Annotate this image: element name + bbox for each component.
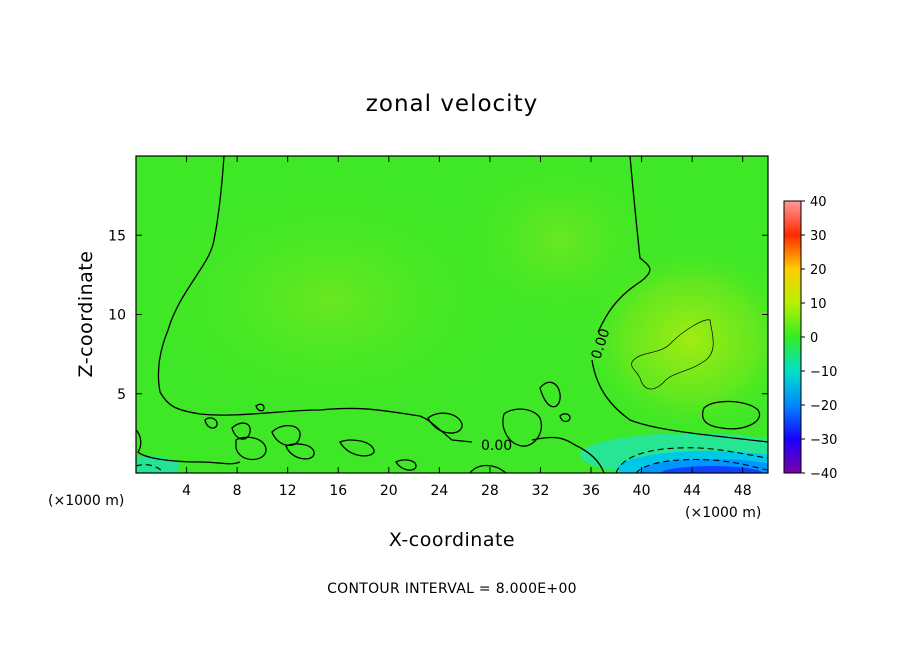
- contour-label: 0.00: [481, 438, 512, 454]
- x-tick-label: 40: [633, 483, 651, 499]
- zero-contour-right: [597, 156, 651, 333]
- y-tick-label: 5: [117, 387, 126, 403]
- small-loop: [285, 443, 315, 460]
- colorbar-tick-label: 30: [810, 229, 827, 244]
- x-tick-label: 32: [532, 483, 550, 499]
- small-loop: [395, 459, 417, 471]
- small-loop: [427, 412, 463, 434]
- colorbar: 40 30 20 10 0 −10 −20 −30 −40: [783, 195, 837, 482]
- y-axis-title: Z-coordinate: [75, 251, 97, 378]
- small-loop: [271, 425, 301, 446]
- colorbar-tick-label: 40: [810, 195, 827, 210]
- colorbar-tick-label: −20: [810, 399, 837, 414]
- zero-contour-left-edge: [136, 429, 241, 465]
- colorbar-tick-label: 0: [810, 331, 818, 346]
- x-unit-right: (×1000 m): [685, 505, 761, 521]
- negative-contour-inner: [635, 458, 768, 473]
- positive-anomaly-shading: [580, 245, 768, 435]
- colorbar-tick-label: −10: [810, 365, 837, 380]
- zero-contour-left: [157, 156, 473, 443]
- y-tick-label: 10: [108, 308, 126, 324]
- y-tick-label: 15: [108, 228, 126, 244]
- zero-contour-bottom: [531, 436, 605, 473]
- x-tick-label: 24: [430, 483, 448, 499]
- x-axis: 4 8 12 16 20 24 28 32 36 40 44 48: [182, 156, 752, 499]
- x-tick-label: 28: [481, 483, 499, 499]
- negative-contour-outer: [615, 447, 768, 473]
- x-tick-label: 16: [329, 483, 347, 499]
- zero-contour-right-lower: [591, 359, 768, 443]
- colorbar-tick-label: 10: [810, 297, 827, 312]
- y-axis: 5 10 15: [108, 228, 768, 403]
- small-loop: [255, 403, 265, 412]
- small-loop: [231, 422, 251, 440]
- small-loop: [539, 381, 561, 408]
- small-loop: [204, 417, 218, 429]
- x-tick-label: 4: [182, 483, 191, 499]
- colorbar-tick-label: −30: [810, 433, 837, 448]
- zero-contours: [136, 156, 768, 473]
- negative-jet-core: [660, 466, 764, 473]
- small-loop: [502, 408, 543, 447]
- colorbar-ticks: 40 30 20 10 0 −10 −20 −30 −40: [801, 195, 837, 482]
- small-loop: [235, 436, 267, 461]
- small-loop: [701, 400, 761, 430]
- x-tick-label: 44: [683, 483, 701, 499]
- small-loop: [339, 439, 375, 457]
- colorbar-tick-label: −40: [810, 467, 837, 482]
- colorbar-gradient: [783, 200, 802, 474]
- x-tick-label: 36: [582, 483, 600, 499]
- negative-contours: [136, 447, 768, 473]
- negative-contour-left: [136, 464, 165, 473]
- x-tick-label: 48: [734, 483, 752, 499]
- small-loop: [559, 413, 571, 423]
- x-unit-left: (×1000 m): [48, 493, 124, 509]
- x-axis-title: X-coordinate: [389, 529, 515, 551]
- plot-area: 0.00 0.00: [136, 156, 768, 473]
- x-tick-label: 12: [279, 483, 297, 499]
- positive-contour: [631, 319, 714, 390]
- x-tick-label: 20: [380, 483, 398, 499]
- contour-interval-note: CONTOUR INTERVAL = 8.000E+00: [327, 581, 577, 597]
- light-patch: [150, 180, 510, 420]
- small-loop: [469, 464, 507, 473]
- colorbar-tick-label: 20: [810, 263, 827, 278]
- x-tick-label: 8: [233, 483, 242, 499]
- chart-title: zonal velocity: [366, 91, 538, 117]
